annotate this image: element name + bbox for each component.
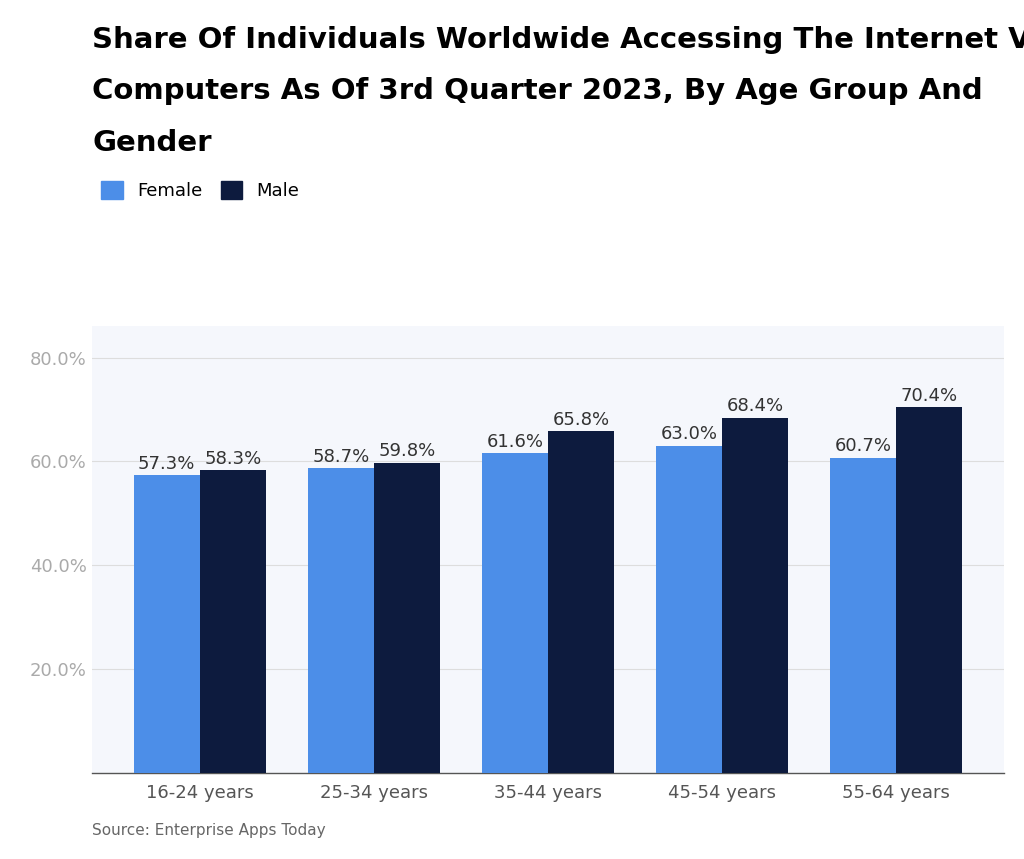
Text: 60.7%: 60.7% xyxy=(835,437,891,455)
Text: 57.3%: 57.3% xyxy=(138,455,196,473)
Text: Share Of Individuals Worldwide Accessing The Internet Via: Share Of Individuals Worldwide Accessing… xyxy=(92,26,1024,54)
Bar xyxy=(722,417,788,773)
Bar xyxy=(548,431,614,773)
Bar xyxy=(896,407,963,773)
Text: Computers As Of 3rd Quarter 2023, By Age Group And: Computers As Of 3rd Quarter 2023, By Age… xyxy=(92,77,983,106)
Text: 59.8%: 59.8% xyxy=(378,442,435,460)
Text: 63.0%: 63.0% xyxy=(660,425,718,443)
Text: 65.8%: 65.8% xyxy=(552,411,609,429)
Text: Gender: Gender xyxy=(92,129,212,157)
Bar xyxy=(200,470,266,773)
Bar xyxy=(481,454,548,773)
Legend: Female, Male: Female, Male xyxy=(101,181,300,200)
Bar xyxy=(374,462,440,773)
Bar xyxy=(307,468,374,773)
Bar xyxy=(133,476,200,773)
Text: 58.7%: 58.7% xyxy=(312,448,370,466)
Bar xyxy=(829,458,896,773)
Text: 70.4%: 70.4% xyxy=(900,387,957,405)
Text: Source: Enterprise Apps Today: Source: Enterprise Apps Today xyxy=(92,823,326,838)
Text: 58.3%: 58.3% xyxy=(204,450,261,467)
Text: 61.6%: 61.6% xyxy=(486,433,544,451)
Bar xyxy=(655,446,722,773)
Text: 68.4%: 68.4% xyxy=(726,397,783,415)
